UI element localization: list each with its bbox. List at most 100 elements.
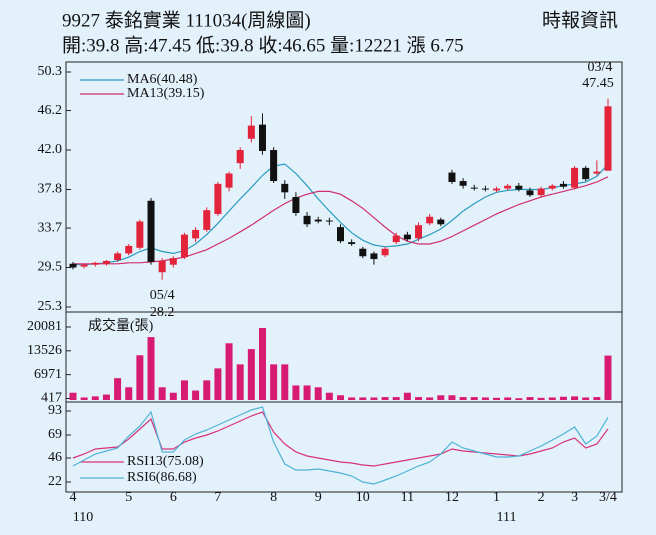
candle-body [470,187,478,189]
y-tick-label: 13526 [27,343,62,358]
candle-body [403,234,411,240]
volume-bar [392,397,400,400]
y-tick-label: 46 [48,450,62,465]
volume-bar [337,395,344,400]
volume-bar [381,397,389,400]
volume-bar [548,397,556,400]
candle-body [258,124,266,151]
y-tick-label: 50.3 [38,64,63,79]
volume-bar [236,364,244,400]
candle-body [370,253,378,260]
y-tick-label: 22 [48,474,62,489]
candle-body [281,183,289,193]
volume-bar [80,397,88,400]
candle-body [448,172,456,182]
candle-body [114,253,122,260]
volume-bar [203,380,211,400]
candle-body [314,219,322,222]
candle-body [593,171,601,174]
x-tick-label: 4 [70,490,77,505]
legend-label: RSI13(75.08) [127,454,204,469]
volume-bar [281,364,289,400]
candle-body [125,245,133,254]
volume-bar [537,397,545,400]
y-tick-label: 46.2 [38,103,63,118]
x-tick-label: 1 [493,490,500,505]
y-tick-label: 29.5 [38,260,63,275]
x-year-label: 110 [73,510,93,525]
volume-bar [325,392,333,400]
candle-body [303,215,311,225]
volume-bar [415,397,423,400]
y-tick-label: 25.3 [38,299,63,314]
x-tick-label: 8 [270,490,277,505]
volume-bar [481,397,489,400]
candle-body [80,264,88,267]
candle-body [415,225,423,239]
annotation-date: 03/4 [588,60,613,75]
x-tick-label: 2 [538,490,545,505]
candle-body [459,181,467,186]
x-tick-label: 3/4 [599,490,617,505]
candle-body [493,188,501,191]
source: 時報資訊 [542,9,618,31]
volume-bar [526,397,534,400]
volume-bar [515,398,523,400]
candle-body [192,229,200,239]
x-tick-label: 5 [125,490,132,505]
legend-label: 成交量(張) [88,317,154,334]
y-tick-label: 69 [48,427,62,442]
candle-body [437,219,445,225]
volume-bar [314,387,322,400]
x-tick-label: 12 [445,490,459,505]
candle-body [359,248,367,257]
volume-bar [403,392,411,400]
volume-bar [147,337,155,400]
volume-bar [270,364,278,400]
legend-label: MA6(40.48) [127,72,198,87]
y-tick-label: 6971 [34,367,62,382]
candle-body [504,185,512,189]
volume-bar [459,397,467,400]
candle-body [247,125,255,139]
candle-body [337,227,344,242]
volume-bar [437,395,445,400]
legend-label: RSI6(86.68) [127,470,197,485]
y-tick-label: 42.0 [38,142,63,157]
candle-body [515,185,523,190]
y-tick-label: 20081 [27,319,62,334]
legend-label: MA13(39.15) [127,86,205,101]
candle-body [180,234,188,258]
y-tick-label: 37.8 [38,182,63,197]
volume-bar [348,397,356,400]
x-tick-label: 10 [356,490,370,505]
candle-body [325,220,333,222]
candle-body [270,150,278,182]
volume-bar [370,397,378,400]
volume-bar [470,397,478,400]
candle-body [537,188,545,196]
chart-title: 9927 泰銘實業 111034(周線圖) [62,9,311,31]
candle-body [426,216,434,224]
volume-bar [504,397,512,400]
x-tick-label: 6 [170,490,177,505]
candle-body [381,248,389,256]
candle-body [203,210,211,230]
candle-body [225,173,233,188]
volume-bar [292,385,300,400]
candle-body [158,260,166,273]
annotation-date: 05/4 [150,288,175,303]
volume-bar [102,394,110,400]
volume-bar [214,368,222,400]
volume-bar [303,385,311,400]
volume-bar [180,380,188,400]
volume-bar [69,392,77,400]
candle-body [559,183,567,187]
candle-body [604,106,612,171]
volume-bar [114,378,122,400]
volume-bar [91,396,99,400]
candle-body [69,263,77,268]
volume-bar [258,328,266,400]
annotation-value: 28.2 [150,305,175,320]
